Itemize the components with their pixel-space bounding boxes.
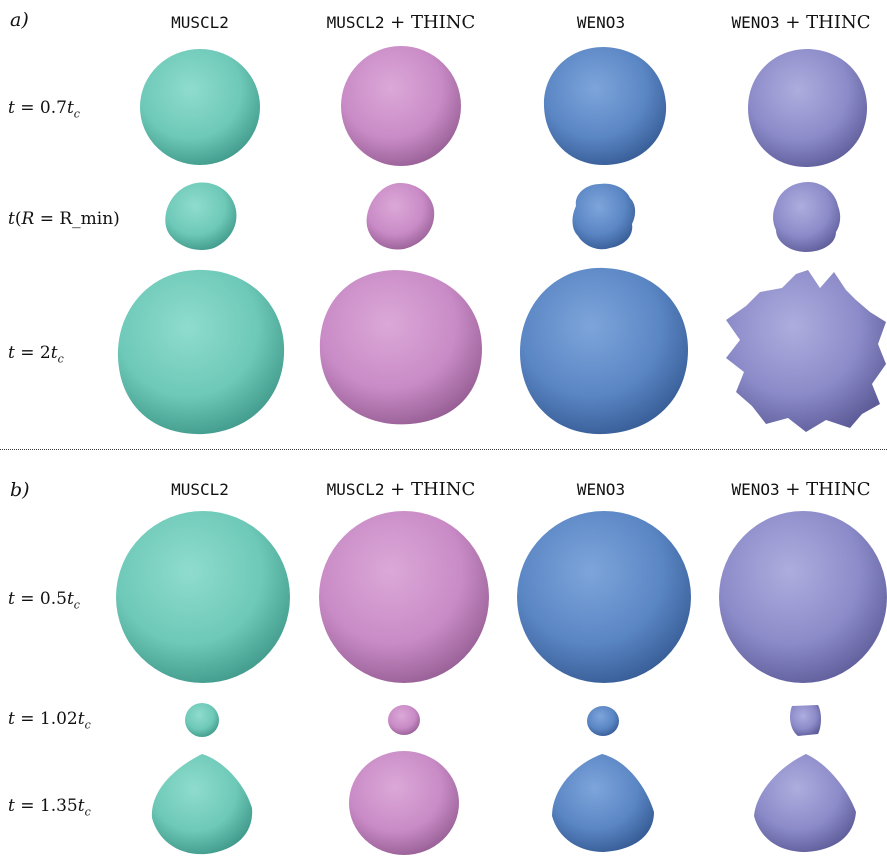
panel-b-row-label-1: t = 1.02tc <box>8 709 91 732</box>
bubble-b-muscl2-t135 <box>151 754 253 855</box>
bubble-a-weno3-thinc-rmin <box>773 182 841 252</box>
bubble-a-weno3-thinc-t2 <box>726 270 886 432</box>
bubble-b-weno3-t135 <box>552 754 654 852</box>
bubble-b-weno3-thinc-t102 <box>790 705 821 736</box>
panel-a-col-weno3-thinc: WENO3 + THINC <box>731 12 871 33</box>
panel-divider <box>0 449 887 450</box>
panel-a-row-label-2: t = 2tc <box>8 343 64 366</box>
panel-b-col-weno3: WENO3 <box>576 480 626 499</box>
panel-b-col-muscl2: MUSCL2 <box>171 480 229 499</box>
bubble-a-muscl2-t2 <box>117 269 285 435</box>
panel-b-col-weno3-thinc: WENO3 + THINC <box>731 479 871 500</box>
panel-b-row-label-0: t = 0.5tc <box>8 589 80 612</box>
panel-a-row-label-0: t = 0.7tc <box>8 98 80 121</box>
panel-a-label: a) <box>10 9 29 31</box>
bubble-a-muscl2-rmin <box>165 182 237 251</box>
panel-a-col-muscl2: MUSCL2 <box>171 13 229 32</box>
panel-b-label: b) <box>10 479 30 501</box>
bubble-b-muscl2-t102 <box>185 703 219 737</box>
bubble-b-weno3-t102 <box>587 706 619 736</box>
bubble-a-muscl2-thinc-t2 <box>319 270 482 425</box>
panel-b-row-label-2: t = 1.35tc <box>8 796 91 819</box>
bubble-a-weno3-rmin <box>572 183 636 250</box>
panel-b-col-muscl2-thinc: MUSCL2 + THINC <box>326 479 476 500</box>
panel-a-row-label-1: t(R = R_min) <box>8 209 120 229</box>
bubble-b-weno3-thinc-t135 <box>754 754 856 852</box>
bubble-b-muscl2-t05 <box>116 511 290 683</box>
bubble-a-muscl2-thinc-t07 <box>341 46 461 166</box>
panel-a-col-weno3: WENO3 <box>576 13 626 32</box>
bubble-a-weno3-thinc-t07 <box>748 49 868 168</box>
bubble-a-weno3-t07 <box>543 47 667 166</box>
bubble-b-weno3-thinc-t05 <box>719 511 887 683</box>
bubble-b-muscl2-thinc-t05 <box>319 511 489 683</box>
bubble-a-muscl2-thinc-rmin <box>366 182 435 250</box>
bubble-b-weno3-t05 <box>517 511 691 683</box>
bubble-a-weno3-t2 <box>520 267 688 435</box>
bubble-b-muscl2-thinc-t135 <box>349 751 459 855</box>
panel-a-col-muscl2-thinc: MUSCL2 + THINC <box>326 12 476 33</box>
bubble-b-muscl2-thinc-t102 <box>388 705 420 735</box>
bubble-a-muscl2-t07 <box>140 49 260 165</box>
